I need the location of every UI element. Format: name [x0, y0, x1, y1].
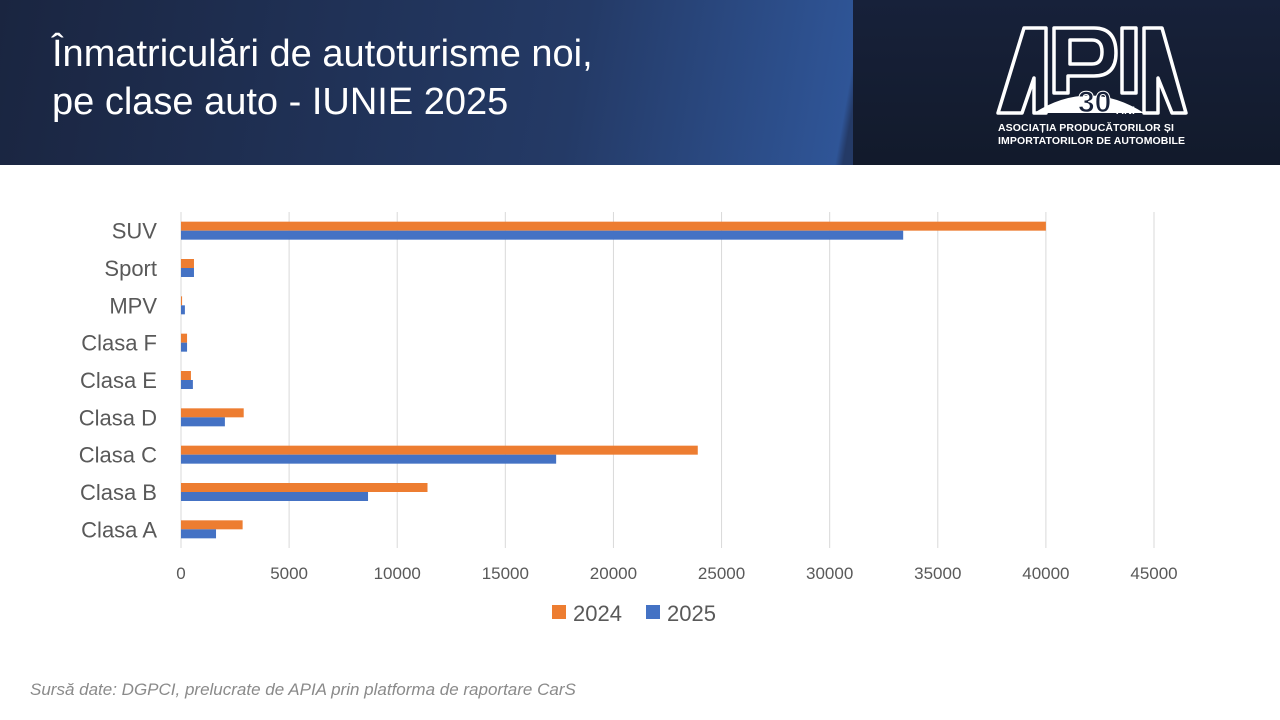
x-tick-label: 30000 [806, 564, 853, 583]
apia-logo: 30 ANI [996, 26, 1188, 120]
bar-2024-clasa-d [181, 408, 244, 418]
bar-2024-mpv [181, 296, 183, 306]
category-label: Clasa E [80, 368, 157, 393]
bar-2024-sport [181, 259, 194, 268]
bar-2024-clasa-b [181, 483, 428, 492]
bar-2025-clasa-d [181, 417, 225, 427]
category-label: Clasa C [79, 443, 157, 468]
category-label: Clasa F [81, 331, 157, 356]
x-tick-label: 0 [176, 564, 185, 583]
logo-30: 30 [1078, 86, 1111, 119]
bar-2024-clasa-a [181, 520, 243, 530]
category-label: Clasa D [79, 405, 157, 430]
logo-caption-line-1: ASOCIAȚIA PRODUCĂTORILOR ȘI [998, 122, 1174, 134]
bar-2024-clasa-f [181, 333, 188, 343]
bar-2025-clasa-e [181, 380, 193, 389]
logo-caption-line-2: IMPORTATORILOR DE AUTOMOBILE [998, 135, 1186, 147]
logo-ani: ANI [1116, 105, 1135, 117]
bar-2025-sport [181, 268, 194, 277]
bar-2025-suv [181, 230, 904, 240]
x-tick-label: 15000 [482, 564, 529, 583]
bar-2025-clasa-b [181, 492, 369, 501]
x-tick-label: 35000 [914, 564, 961, 583]
bar-2025-clasa-c [181, 454, 557, 464]
bar-2025-clasa-a [181, 529, 217, 539]
bar-2025-clasa-f [181, 342, 188, 352]
x-tick-label: 45000 [1130, 564, 1177, 583]
category-label: Clasa B [80, 480, 157, 505]
bar-2024-clasa-c [181, 445, 698, 455]
legend-swatch [552, 605, 566, 619]
x-tick-label: 25000 [698, 564, 745, 583]
category-label: Clasa A [81, 517, 157, 542]
x-tick-label: 20000 [590, 564, 637, 583]
x-tick-label: 10000 [374, 564, 421, 583]
bar-2024-clasa-e [181, 371, 191, 380]
x-tick-label: 5000 [270, 564, 308, 583]
legend-label: 2024 [573, 601, 622, 626]
category-label: MPV [109, 293, 157, 318]
bar-chart: SUV Sport MPV Clasa F Clasa E Clasa D Clasa C C… [79, 212, 1178, 626]
bar-2025-mpv [181, 305, 185, 315]
logo-caption: ASOCIAȚIA PRODUCĂTORILOR ȘI IMPORTATORIL… [998, 122, 1185, 148]
bar-2024-suv [181, 221, 1046, 231]
source-note: Sursă date: DGPCI, prelucrate de APIA pr… [30, 680, 576, 699]
title-line-1: Înmatriculări de autoturisme noi, [52, 33, 593, 75]
category-label: SUV [112, 219, 158, 244]
category-label: Sport [104, 256, 157, 281]
x-tick-label: 40000 [1022, 564, 1069, 583]
title-line-2: pe clase auto - IUNIE 2025 [52, 81, 509, 123]
legend-swatch [646, 605, 660, 619]
legend-label: 2025 [667, 601, 716, 626]
page-title: Înmatriculări de autoturisme noi, pe cla… [52, 30, 593, 126]
